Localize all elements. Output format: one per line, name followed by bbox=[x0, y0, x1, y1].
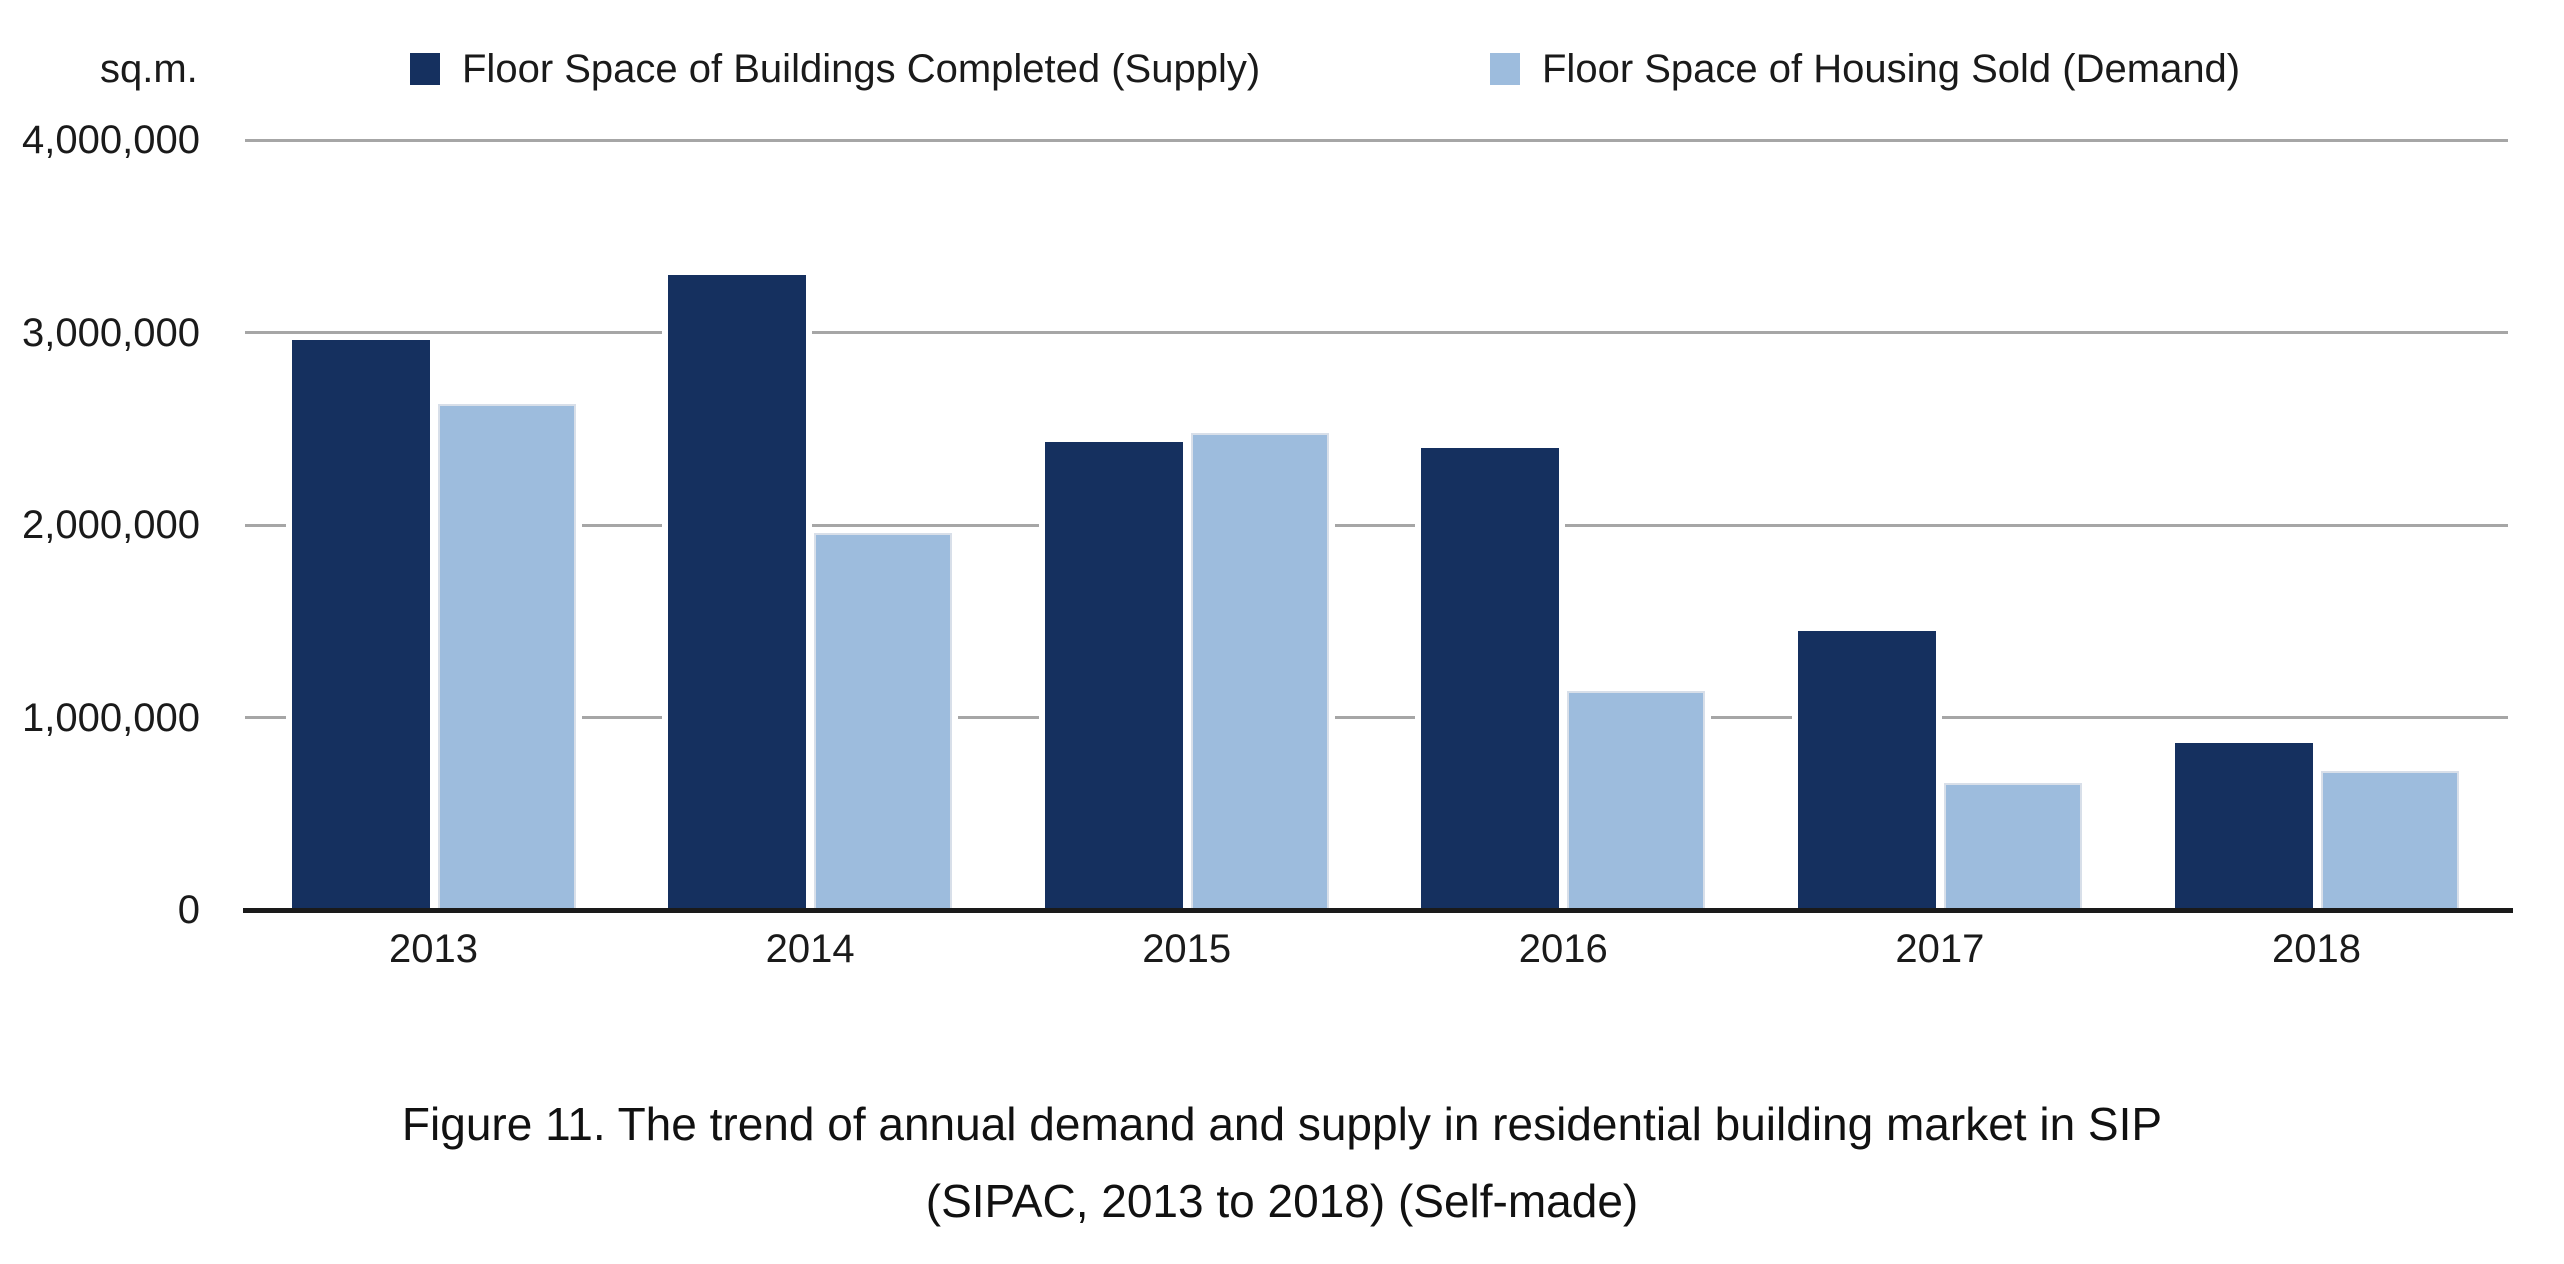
figure-caption: Figure 11. The trend of annual demand an… bbox=[0, 1086, 2564, 1240]
y-tick-label-2000000: 2,000,000 bbox=[22, 503, 200, 547]
bar-demand-2014 bbox=[814, 532, 953, 911]
y-tick-label-4000000: 4,000,000 bbox=[22, 118, 200, 162]
y-tick-label-0: 0 bbox=[177, 888, 200, 932]
bar-demand-2013 bbox=[437, 403, 576, 911]
x-tick-label-2014: 2014 bbox=[765, 927, 855, 971]
bar-demand-2018 bbox=[2320, 771, 2459, 911]
gridline-2000000 bbox=[245, 523, 2508, 527]
bar-supply-2018 bbox=[2174, 742, 2313, 911]
y-tick-label-3000000: 3,000,000 bbox=[22, 310, 200, 355]
x-tick-label-2013: 2013 bbox=[389, 927, 478, 971]
legend-swatch-demand bbox=[1490, 53, 1520, 85]
x-tick-label-2018: 2018 bbox=[2272, 927, 2361, 971]
caption-line-1: Figure 11. The trend of annual demand an… bbox=[401, 1098, 2163, 1150]
bar-supply-2017 bbox=[1797, 630, 1936, 911]
x-tick-label-2016: 2016 bbox=[1518, 927, 1608, 971]
legend-label-demand: Floor Space of Housing Sold (Demand) bbox=[1542, 47, 2241, 91]
gridline-3000000 bbox=[245, 331, 2508, 334]
bar-demand-2015 bbox=[1190, 432, 1329, 911]
bar-supply-2014 bbox=[668, 274, 807, 911]
gridline-4000000 bbox=[245, 138, 2508, 142]
x-tick-label-2017: 2017 bbox=[1895, 927, 1985, 971]
bar-demand-2017 bbox=[1943, 782, 2082, 911]
bar-supply-2015 bbox=[1044, 442, 1183, 911]
y-axis-unit-label: sq.m. bbox=[100, 47, 198, 91]
y-tick-label-1000000: 1,000,000 bbox=[22, 695, 200, 740]
legend-swatch-supply bbox=[410, 53, 440, 85]
legend-item-supply: Floor Space of Buildings Completed (Supp… bbox=[410, 45, 1260, 93]
legend-label-supply: Floor Space of Buildings Completed (Supp… bbox=[462, 47, 1261, 91]
bar-supply-2016 bbox=[1421, 448, 1560, 911]
bar-supply-2013 bbox=[291, 340, 430, 911]
x-tick-label-2015: 2015 bbox=[1142, 927, 1232, 971]
gridline-1000000 bbox=[245, 716, 2508, 719]
caption-line-2: (SIPAC, 2013 to 2018) (Self-made) bbox=[925, 1175, 1639, 1227]
x-axis-line bbox=[243, 908, 2513, 913]
legend-item-demand: Floor Space of Housing Sold (Demand) bbox=[1490, 45, 2240, 93]
bar-demand-2016 bbox=[1567, 690, 1706, 911]
